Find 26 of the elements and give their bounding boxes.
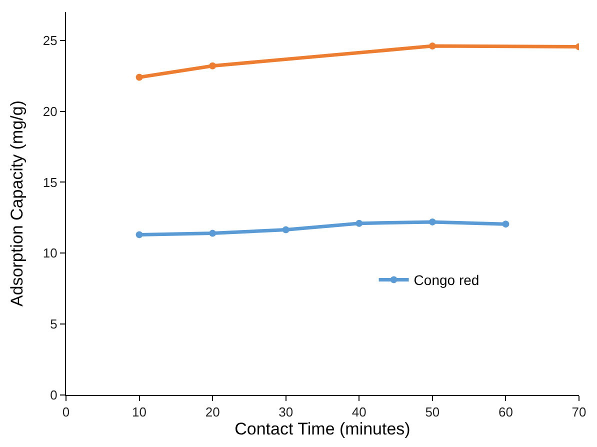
point <box>282 226 290 234</box>
point <box>136 74 143 81</box>
point <box>356 220 363 227</box>
x-tick-label: 30 <box>278 404 294 420</box>
x-tick-label: 60 <box>498 404 513 420</box>
y-tick-label: 15 <box>42 174 58 190</box>
y-tick-label: 20 <box>42 104 58 119</box>
point <box>428 42 436 50</box>
y-tick-label: 10 <box>42 246 58 261</box>
x-tick-label: 10 <box>132 404 147 420</box>
x-tick-label: 0 <box>62 404 70 420</box>
y-axis-title: Adsorption Capacity (mg/g) <box>7 100 26 306</box>
legend-label: Congo red <box>414 272 480 288</box>
x-tick-label: 50 <box>425 404 440 420</box>
point <box>428 218 436 226</box>
x-axis-title: Contact Time (minutes) <box>234 420 410 439</box>
y-tick-label: 5 <box>50 316 58 332</box>
point <box>209 230 216 237</box>
y-tick-label: 25 <box>42 32 58 48</box>
x-tick-label: 20 <box>205 404 220 420</box>
point <box>136 231 143 238</box>
point <box>209 62 216 70</box>
point <box>502 220 510 228</box>
x-tick-label: 70 <box>572 404 586 420</box>
y-tick-label: 0 <box>50 388 58 403</box>
x-tick-label: 40 <box>352 404 366 420</box>
